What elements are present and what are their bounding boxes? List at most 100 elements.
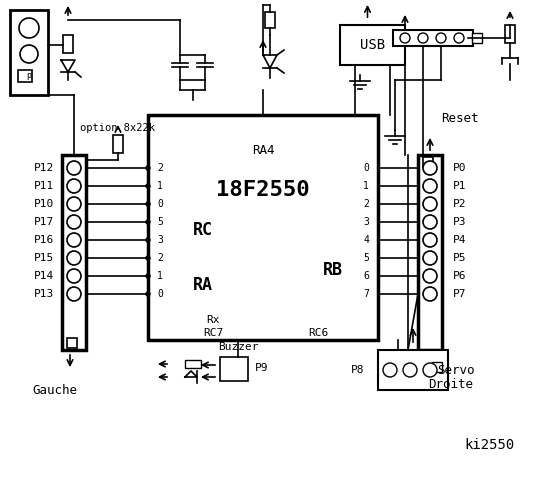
Text: P11: P11 <box>34 181 54 191</box>
Text: RA: RA <box>193 276 213 294</box>
Bar <box>432 362 442 372</box>
Text: RC6: RC6 <box>308 328 328 338</box>
Bar <box>18 70 32 82</box>
Text: RB: RB <box>323 261 343 279</box>
Circle shape <box>146 292 150 296</box>
Text: 2: 2 <box>363 199 369 209</box>
Text: P5: P5 <box>453 253 467 263</box>
Text: ki2550: ki2550 <box>465 438 515 452</box>
Circle shape <box>67 215 81 229</box>
Circle shape <box>403 363 417 377</box>
Circle shape <box>67 161 81 175</box>
Text: P16: P16 <box>34 235 54 245</box>
Bar <box>418 155 442 350</box>
Text: 0: 0 <box>363 163 369 173</box>
Text: 7: 7 <box>363 289 369 299</box>
Bar <box>63 35 73 53</box>
Bar <box>340 25 405 65</box>
Text: Buzzer: Buzzer <box>218 342 258 352</box>
Text: option 8x22k: option 8x22k <box>81 123 155 133</box>
Text: 3: 3 <box>363 217 369 227</box>
Circle shape <box>423 363 437 377</box>
Circle shape <box>67 269 81 283</box>
Circle shape <box>67 179 81 193</box>
Bar <box>10 10 48 95</box>
Circle shape <box>20 45 38 63</box>
Text: P1: P1 <box>453 181 467 191</box>
Circle shape <box>423 161 437 175</box>
Text: P6: P6 <box>453 271 467 281</box>
Circle shape <box>423 179 437 193</box>
Text: P4: P4 <box>453 235 467 245</box>
Bar <box>423 157 433 167</box>
Text: 2: 2 <box>157 253 163 263</box>
Circle shape <box>423 233 437 247</box>
Circle shape <box>423 287 437 301</box>
Text: 18F2550: 18F2550 <box>216 180 310 200</box>
Text: RC: RC <box>193 221 213 239</box>
Text: RC7: RC7 <box>203 328 223 338</box>
Text: 1: 1 <box>157 181 163 191</box>
Text: P17: P17 <box>34 217 54 227</box>
Bar <box>393 30 473 46</box>
Circle shape <box>67 287 81 301</box>
Text: P7: P7 <box>453 289 467 299</box>
Text: P8: P8 <box>351 365 365 375</box>
Circle shape <box>146 184 150 188</box>
Bar <box>67 338 77 348</box>
Text: 5: 5 <box>157 217 163 227</box>
Bar <box>62 155 86 350</box>
Circle shape <box>454 33 464 43</box>
Circle shape <box>423 269 437 283</box>
Circle shape <box>423 197 437 211</box>
Bar <box>113 135 123 153</box>
Circle shape <box>418 33 428 43</box>
Text: RA4: RA4 <box>252 144 274 156</box>
Circle shape <box>423 251 437 265</box>
Bar <box>505 25 515 43</box>
Text: P3: P3 <box>453 217 467 227</box>
Circle shape <box>423 215 437 229</box>
Text: 4: 4 <box>363 235 369 245</box>
Circle shape <box>436 33 446 43</box>
Text: Reset: Reset <box>441 111 479 124</box>
Text: P13: P13 <box>34 289 54 299</box>
Text: 1: 1 <box>363 181 369 191</box>
Text: P9: P9 <box>255 363 269 373</box>
Text: 3: 3 <box>157 235 163 245</box>
Bar <box>472 33 482 43</box>
Text: Servo: Servo <box>437 363 474 376</box>
Circle shape <box>67 233 81 247</box>
Circle shape <box>146 166 150 170</box>
Circle shape <box>146 238 150 242</box>
Text: P0: P0 <box>453 163 467 173</box>
Bar <box>185 360 201 368</box>
Text: P14: P14 <box>34 271 54 281</box>
Bar <box>265 12 275 28</box>
Text: Rx: Rx <box>206 315 220 325</box>
Text: Gauche: Gauche <box>33 384 77 396</box>
Circle shape <box>19 18 39 38</box>
Text: P15: P15 <box>34 253 54 263</box>
Circle shape <box>146 220 150 224</box>
Circle shape <box>67 251 81 265</box>
Text: 5: 5 <box>363 253 369 263</box>
Circle shape <box>146 256 150 260</box>
Text: USB: USB <box>360 38 385 52</box>
Circle shape <box>67 197 81 211</box>
Text: P12: P12 <box>34 163 54 173</box>
Text: p: p <box>27 71 32 80</box>
Text: P10: P10 <box>34 199 54 209</box>
Bar <box>220 357 248 381</box>
Text: 1: 1 <box>157 271 163 281</box>
Bar <box>148 115 378 340</box>
Text: P2: P2 <box>453 199 467 209</box>
Bar <box>378 350 448 390</box>
Text: 2: 2 <box>157 163 163 173</box>
Text: 6: 6 <box>363 271 369 281</box>
Circle shape <box>146 274 150 278</box>
Text: 0: 0 <box>157 289 163 299</box>
Text: 0: 0 <box>157 199 163 209</box>
Circle shape <box>383 363 397 377</box>
Circle shape <box>400 33 410 43</box>
